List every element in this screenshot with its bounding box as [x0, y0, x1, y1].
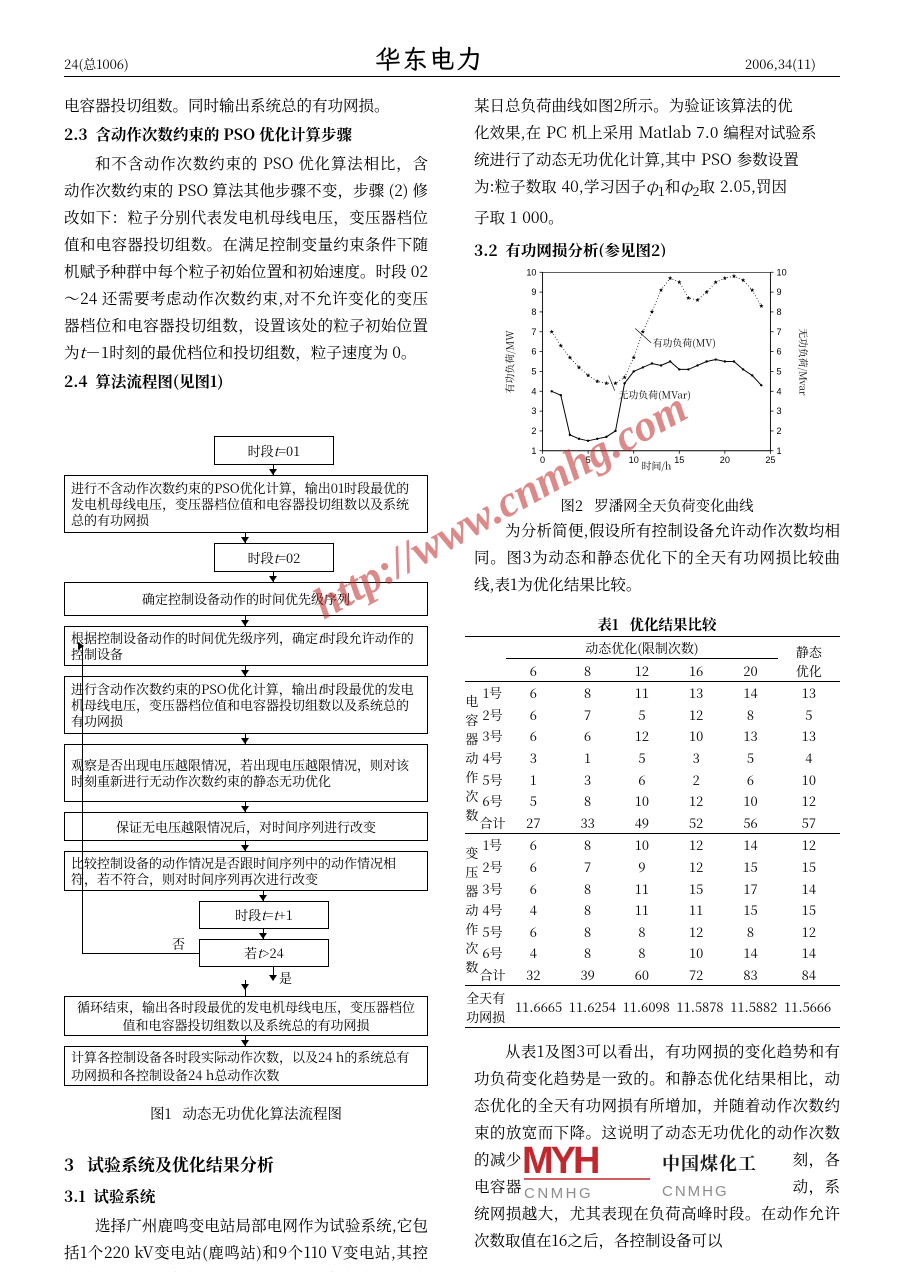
- svg-text:9: 9: [531, 287, 536, 297]
- svg-text:中国煤化工: 中国煤化工: [662, 1150, 757, 1176]
- svg-text:7: 7: [531, 327, 536, 337]
- svg-text:3: 3: [777, 406, 782, 416]
- svg-text:3: 3: [531, 406, 536, 416]
- svg-text:MYH: MYH: [522, 1146, 598, 1182]
- svg-text:4: 4: [531, 386, 536, 396]
- svg-text:5: 5: [777, 366, 782, 376]
- svg-text:时间/h: 时间/h: [642, 459, 672, 473]
- svg-text:8: 8: [777, 307, 782, 317]
- svg-text:2: 2: [777, 426, 782, 436]
- svg-text:2: 2: [531, 426, 536, 436]
- svg-text:9: 9: [777, 287, 782, 297]
- svg-text:5: 5: [586, 455, 591, 465]
- svg-text:15: 15: [674, 455, 684, 465]
- svg-text:CNMHG: CNMHG: [662, 1183, 729, 1200]
- svg-text:无功负荷(MVar): 无功负荷(MVar): [619, 387, 691, 401]
- svg-text:有功负荷/MW: 有功负荷/MW: [503, 330, 517, 394]
- svg-text:10: 10: [629, 455, 639, 465]
- svg-text:8: 8: [531, 307, 536, 317]
- svg-text:25: 25: [765, 455, 775, 465]
- svg-text:1: 1: [777, 446, 782, 456]
- svg-text:5: 5: [531, 366, 536, 376]
- svg-text:1: 1: [531, 446, 536, 456]
- svg-text:10: 10: [526, 267, 536, 277]
- svg-text:7: 7: [777, 327, 782, 337]
- svg-text:4: 4: [777, 386, 782, 396]
- svg-text:10: 10: [777, 267, 787, 277]
- svg-text:0: 0: [540, 455, 545, 465]
- svg-text:6: 6: [777, 347, 782, 357]
- svg-text:CNMHG: CNMHG: [524, 1185, 593, 1202]
- svg-text:无功负荷/Mvar: 无功负荷/Mvar: [796, 328, 810, 396]
- svg-text:20: 20: [720, 455, 730, 465]
- svg-text:有功负荷(MV): 有功负荷(MV): [653, 336, 716, 350]
- svg-text:6: 6: [531, 347, 536, 357]
